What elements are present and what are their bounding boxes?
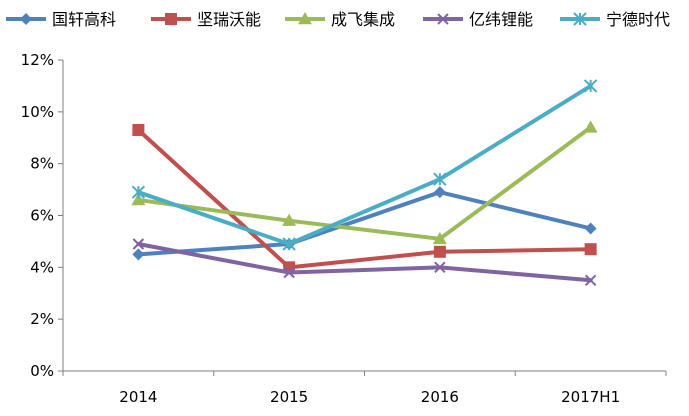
data-point (583, 120, 598, 133)
diamond-marker (132, 248, 145, 261)
x-marker (434, 261, 446, 274)
data-point (283, 266, 295, 279)
triangle-marker (583, 120, 598, 133)
series-line (136, 190, 593, 257)
data-point (433, 186, 446, 199)
x-marker (584, 274, 597, 286)
y-tick-label: 4% (30, 258, 54, 276)
y-tick-label: 0% (30, 362, 54, 380)
legend-marker (298, 12, 312, 25)
legend-marker (165, 13, 177, 25)
data-point (432, 231, 447, 245)
y-tick-label: 6% (30, 207, 54, 225)
y-tick-label: 8% (30, 155, 54, 173)
square-marker (584, 243, 597, 256)
square-marker (433, 245, 446, 258)
legend: 国轩高科 坚瑞沃能 成飞集成 亿纬锂能 宁德时代 (6, 10, 670, 29)
series-line (136, 127, 593, 270)
data-point (132, 248, 145, 261)
triangle-marker (432, 231, 447, 245)
legend-label: 成飞集成 (331, 10, 395, 29)
legend-label: 亿纬锂能 (469, 10, 533, 29)
data-point (433, 245, 446, 258)
series-4 (132, 238, 597, 286)
legend-item: 亿纬锂能 (423, 10, 533, 29)
data-point (132, 123, 145, 136)
series-5 (131, 79, 598, 251)
data-point (583, 79, 598, 93)
data-point (434, 261, 446, 274)
data-point (282, 237, 296, 251)
x-tick-label: 2015 (270, 388, 308, 406)
triangle-marker (298, 12, 312, 25)
data-point (584, 243, 597, 256)
legend-label: 国轩高科 (52, 10, 116, 29)
star-marker (583, 79, 598, 93)
legend-label: 坚瑞沃能 (197, 10, 261, 29)
x-tick-label: 2014 (119, 388, 157, 406)
y-tick-label: 10% (21, 103, 54, 121)
legend-label: 宁德时代 (606, 10, 670, 29)
square-marker (132, 123, 145, 136)
triangle-marker (131, 192, 146, 206)
data-point (584, 222, 597, 235)
square-marker (165, 13, 177, 25)
x-tick-label: 2016 (421, 388, 459, 406)
legend-marker (437, 13, 449, 25)
legend-item: 坚瑞沃能 (151, 10, 261, 29)
star-marker (282, 237, 296, 251)
legend-item: 宁德时代 (560, 10, 670, 29)
data-point (131, 185, 146, 199)
axes: 0% 2% 4% 6% 8% 10% 12% 2014 2015 2016 2017H1 (21, 51, 667, 406)
data-point (131, 192, 146, 206)
legend-item: 国轩高科 (6, 10, 116, 29)
x-tick-label: 2017H1 (561, 388, 620, 406)
star-marker (131, 185, 146, 199)
legend-marker (573, 12, 587, 26)
star-marker (433, 172, 447, 186)
series-line (136, 242, 593, 283)
series-line (136, 125, 593, 241)
y-tick-label: 2% (30, 310, 54, 328)
triangle-marker (282, 213, 297, 226)
data-point (584, 274, 597, 286)
series-line (136, 83, 593, 247)
star-marker (573, 12, 587, 26)
legend-item: 成飞集成 (285, 10, 395, 29)
diamond-marker (20, 13, 32, 25)
data-point (132, 238, 145, 250)
data-point (433, 172, 447, 186)
data-point (282, 213, 297, 226)
legend-marker (20, 13, 32, 25)
series-layer (131, 79, 598, 286)
series-2 (132, 123, 597, 274)
x-marker (437, 13, 449, 25)
series-3 (131, 120, 598, 245)
x-marker (132, 238, 145, 250)
diamond-marker (433, 186, 446, 199)
diamond-marker (584, 222, 597, 235)
y-tick-label: 12% (21, 51, 54, 69)
x-marker (283, 266, 295, 279)
